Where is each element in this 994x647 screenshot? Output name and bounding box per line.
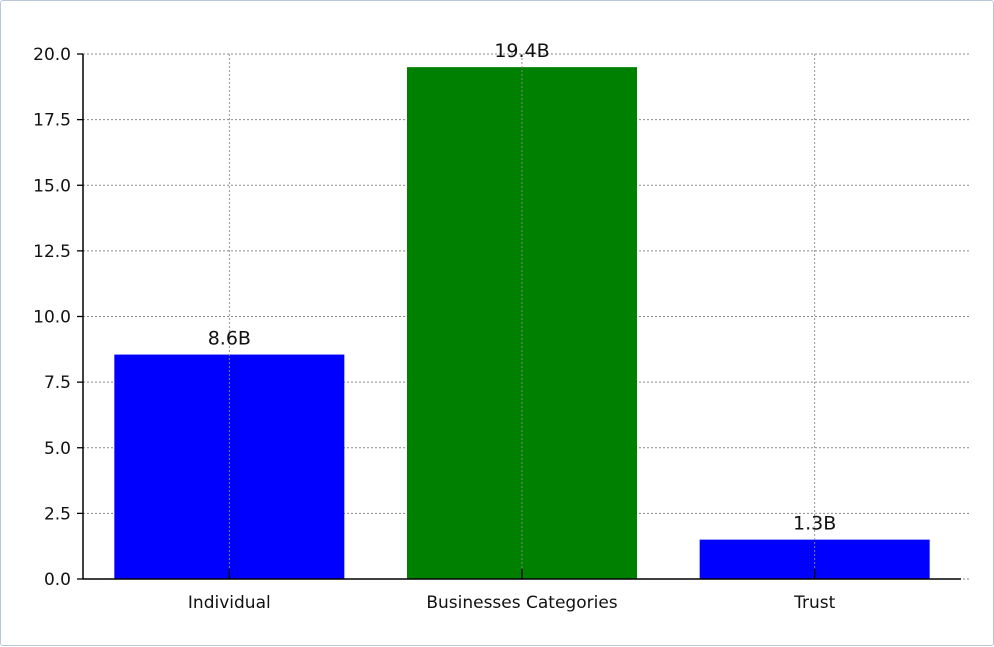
y-tick-label: 0.0 <box>44 570 71 590</box>
bar-value-label: 19.4B <box>494 40 549 62</box>
y-tick-label: 17.5 <box>33 111 71 131</box>
x-tick-label: Businesses Categories <box>426 593 617 613</box>
axes-layer <box>77 53 961 580</box>
x-tick-label: Trust <box>793 593 836 613</box>
labels-layer: 0.0 2.5 5.0 7.5 10.0 12.5 15.0 17.5 20.0 Individu… <box>33 40 836 613</box>
y-tick-label: 10.0 <box>33 308 71 328</box>
y-tick-label: 12.5 <box>33 242 71 262</box>
y-tick-label: 20.0 <box>33 45 71 65</box>
y-tick-label: 7.5 <box>44 373 71 393</box>
x-tick-label: Individual <box>188 593 271 613</box>
bar-value-label: 1.3B <box>793 513 836 535</box>
vertical-grid-layer <box>228 54 816 579</box>
y-tick-label: 15.0 <box>33 176 71 196</box>
bar-value-label: 8.6B <box>208 328 251 350</box>
y-tick-label: 5.0 <box>44 439 71 459</box>
y-tick-label: 2.5 <box>44 504 71 524</box>
